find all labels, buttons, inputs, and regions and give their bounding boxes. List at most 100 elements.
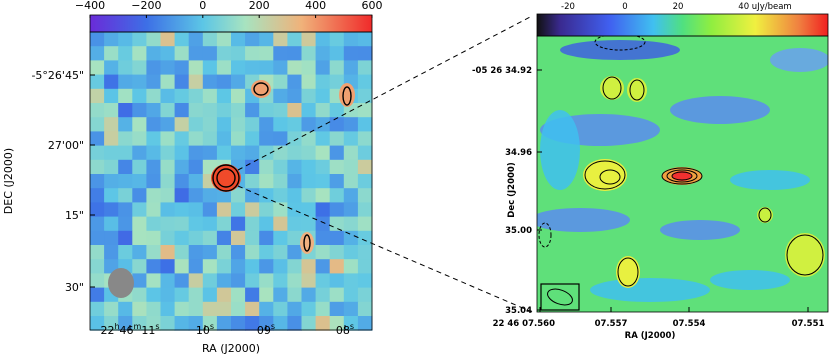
map-pixel xyxy=(104,316,119,331)
map-pixel xyxy=(202,230,218,246)
right-map xyxy=(537,36,828,312)
map-pixel xyxy=(315,301,331,317)
map-pixel xyxy=(146,259,161,274)
map-pixel xyxy=(146,273,161,289)
map-pixel xyxy=(273,117,288,132)
right-colorbar xyxy=(536,13,829,37)
map-pixel xyxy=(343,46,359,61)
map-pixel xyxy=(259,188,274,203)
map-pixel xyxy=(259,273,274,289)
map-pixel xyxy=(132,74,147,90)
map-pixel xyxy=(160,245,176,260)
blob xyxy=(757,207,773,223)
map-pixel xyxy=(329,74,345,90)
map-pixel xyxy=(202,32,218,47)
map-pixel xyxy=(104,159,119,175)
map-pixel xyxy=(118,46,133,61)
map-pixel xyxy=(174,145,190,161)
map-pixel xyxy=(146,103,161,118)
map-pixel xyxy=(273,174,288,189)
map-pixel xyxy=(132,230,147,246)
map-pixel xyxy=(146,46,161,61)
map-pixel xyxy=(245,188,260,203)
map-pixel xyxy=(259,32,274,47)
map-pixel xyxy=(118,103,133,118)
map-pixel xyxy=(174,245,190,260)
map-pixel xyxy=(287,216,302,232)
x-tick-label: 09s xyxy=(257,322,275,337)
x-tick-label: 22 46 07.560 xyxy=(493,319,555,329)
map-pixel xyxy=(90,60,105,76)
map-pixel xyxy=(343,202,359,218)
left-frame xyxy=(89,31,373,331)
map-pixel xyxy=(216,245,232,260)
map-pixel xyxy=(287,273,302,289)
map-pixel xyxy=(315,60,331,76)
map-pixel xyxy=(174,174,190,189)
map-pixel xyxy=(259,174,274,189)
map-pixel xyxy=(357,273,373,289)
map-pixel xyxy=(146,131,161,147)
map-pixel xyxy=(188,145,204,161)
map-pixel xyxy=(245,117,260,132)
map-pixel xyxy=(188,202,204,218)
map-pixel xyxy=(146,301,161,317)
map-pixel xyxy=(202,46,218,61)
y-tick-label: -05 26 34.92 xyxy=(472,66,532,76)
map-pixel xyxy=(231,316,246,331)
map-pixel xyxy=(174,188,190,203)
right-ylabel: Dec (J2000) xyxy=(507,162,517,218)
map-pixel xyxy=(287,131,302,147)
map-pixel xyxy=(245,103,260,118)
map-pixel xyxy=(231,202,246,218)
map-pixel xyxy=(245,131,260,147)
map-pixel xyxy=(259,103,274,118)
map-pixel xyxy=(90,259,105,274)
map-pixel xyxy=(216,74,232,90)
map-pixel xyxy=(202,245,218,260)
map-pixel xyxy=(160,74,176,90)
map-pixel xyxy=(259,46,274,61)
map-pixel xyxy=(329,230,345,246)
map-pixel xyxy=(202,216,218,232)
map-pixel xyxy=(132,259,147,274)
contour xyxy=(594,36,646,51)
map-pixel xyxy=(273,103,288,118)
map-pixel xyxy=(343,159,359,175)
map-pixel xyxy=(174,60,190,76)
colorbar-tick-label: −200 xyxy=(131,0,161,12)
map-pixel xyxy=(160,230,176,246)
x-tick-part: m xyxy=(134,322,142,331)
map-pixel xyxy=(273,88,288,104)
map-pixel xyxy=(343,259,359,274)
map-pixel xyxy=(118,216,133,232)
map-pixel xyxy=(174,259,190,274)
map-pixel xyxy=(357,32,373,47)
map-pixel xyxy=(174,287,190,303)
map-pixel xyxy=(245,32,260,47)
x-tick-label: 07.554 xyxy=(673,319,706,329)
map-pixel xyxy=(329,46,345,61)
map-pixel xyxy=(245,287,260,303)
blob xyxy=(785,233,825,277)
map-pixel xyxy=(343,230,359,246)
map-pixel xyxy=(90,117,105,132)
map-pixel xyxy=(343,216,359,232)
map-pixel xyxy=(357,316,373,331)
map-pixel xyxy=(287,259,302,274)
map-pixel xyxy=(343,60,359,76)
beam-box xyxy=(540,283,580,311)
map-pixel xyxy=(231,259,246,274)
map-pixel xyxy=(301,273,317,289)
map-pixel xyxy=(146,117,161,132)
map-pixel xyxy=(90,216,105,232)
contour xyxy=(212,164,240,192)
map-pixel xyxy=(259,287,274,303)
map-pixel xyxy=(202,103,218,118)
map-pixel xyxy=(245,174,260,189)
map-pixel xyxy=(259,60,274,76)
y-tick-label: 34.96 xyxy=(505,148,532,158)
map-pixel xyxy=(188,117,204,132)
map-pixel xyxy=(146,88,161,104)
map-pixel xyxy=(245,301,260,317)
